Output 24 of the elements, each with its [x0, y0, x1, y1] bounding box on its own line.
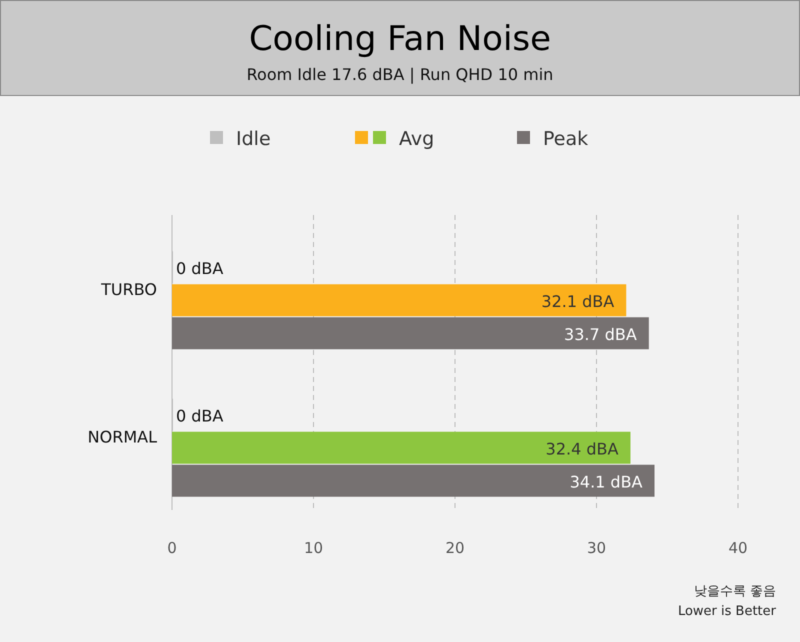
x-tick-label: 40	[728, 539, 748, 557]
x-tick-label: 20	[445, 539, 465, 557]
data-label: 32.1 dBA	[541, 292, 614, 311]
chart-subtitle: Room Idle 17.6 dBA | Run QHD 10 min	[246, 65, 554, 84]
bar	[172, 432, 630, 464]
data-label: 34.1 dBA	[570, 472, 643, 492]
bar	[172, 284, 626, 316]
legend-label: Avg	[399, 128, 434, 150]
data-label: 0 dBA	[176, 258, 224, 278]
bar	[172, 464, 655, 497]
x-tick-label: 0	[167, 539, 177, 557]
legend-label: Peak	[543, 128, 588, 150]
data-label: 32.4 dBA	[546, 439, 619, 458]
x-tick-label: 10	[304, 539, 324, 557]
bar	[172, 317, 649, 350]
text: 낮을수록 좋음	[694, 584, 776, 599]
data-label: 33.7 dBA	[564, 324, 637, 344]
y-tick-label: NORMAL	[88, 427, 158, 446]
chart-title: Cooling Fan Noise	[248, 19, 552, 59]
legend-label: Idle	[236, 128, 271, 150]
y-tick-label: TURBO	[100, 280, 157, 299]
text: Lower is Better	[678, 604, 777, 619]
x-tick-label: 30	[586, 539, 606, 557]
data-label: 0 dBA	[176, 406, 224, 426]
